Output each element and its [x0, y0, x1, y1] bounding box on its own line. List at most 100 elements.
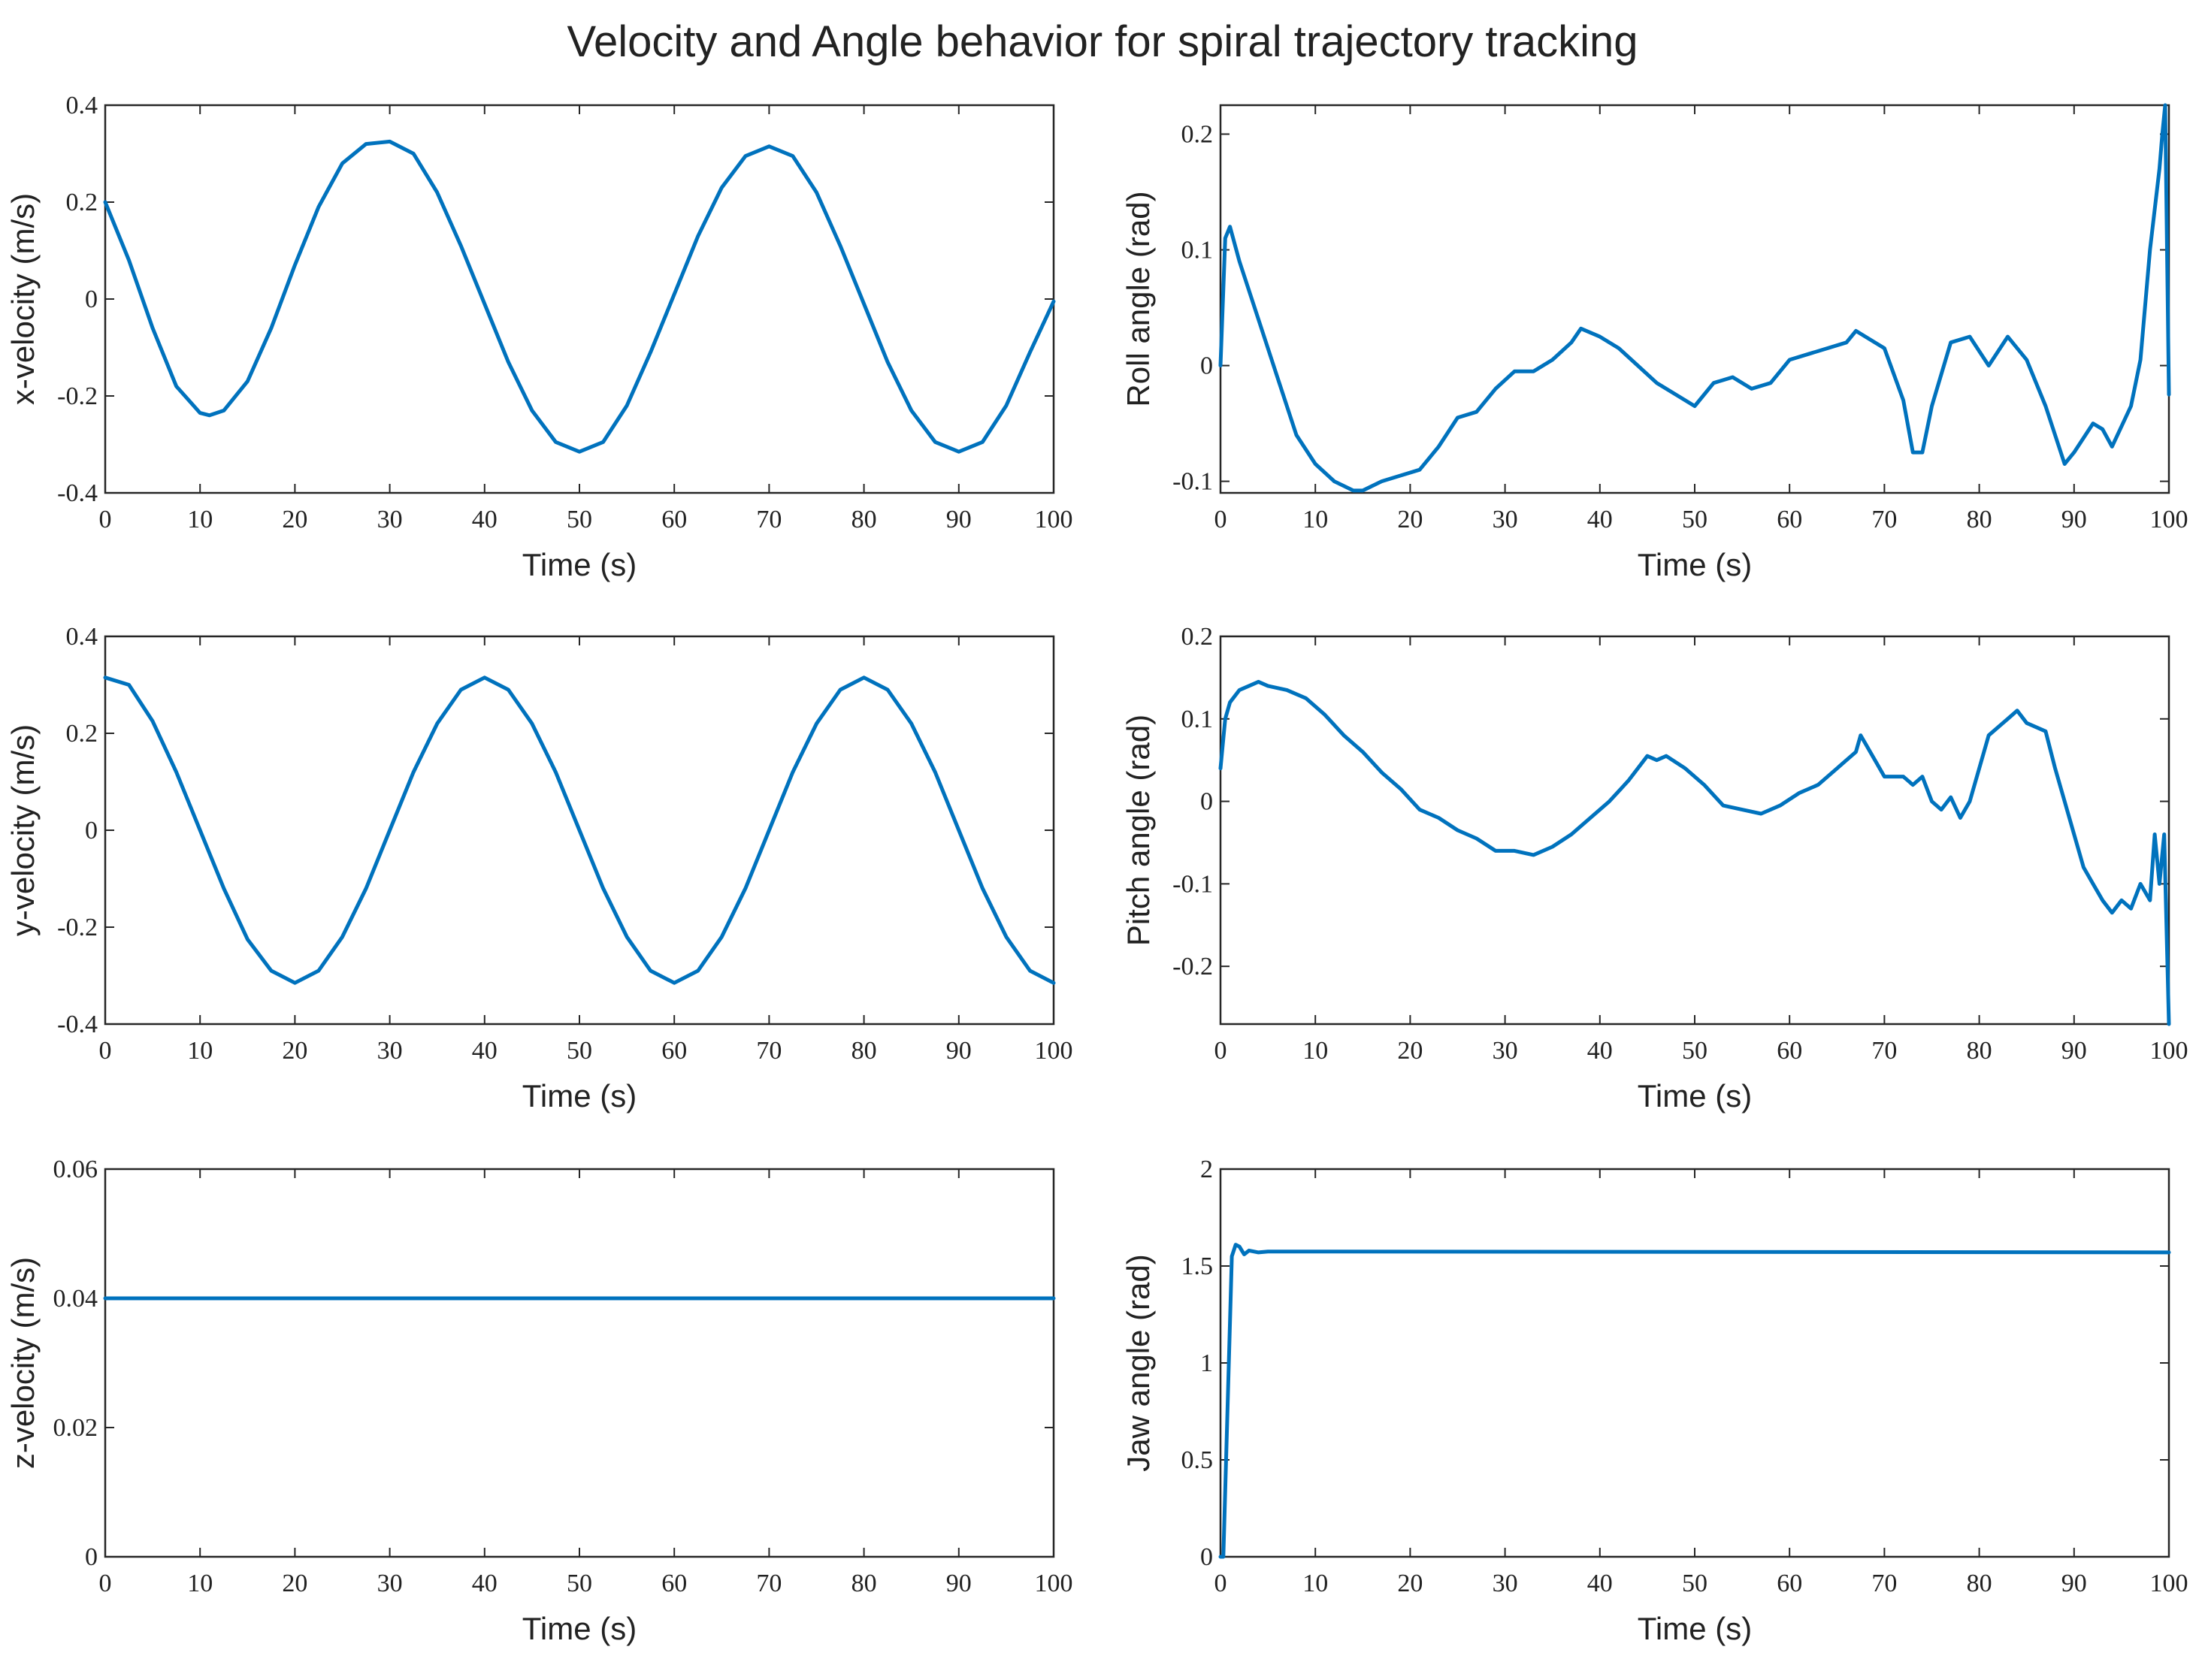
x-tick-label: 70	[756, 1037, 782, 1065]
x-tick-label: 10	[187, 1570, 213, 1597]
y-tick-label: -0.1	[1172, 468, 1213, 496]
x-tick-label: 60	[1777, 506, 1802, 533]
chart-zvel: 0 10 20 30 40 50 60 70 80 90 100 0 0.02 0.04 0.06 Time …	[5, 1156, 1073, 1646]
y-axis-label: Jaw angle (rad)	[1121, 1254, 1156, 1471]
x-tick-label: 70	[756, 506, 782, 533]
chart-yvel: 0 10 20 30 40 50 60 70 80 90 100 -0.4 -0.2 0 0.2 0.4 Tim…	[5, 623, 1073, 1113]
chart-pitch: 0 10 20 30 40 50 60 70 80 90 100 -0.2 -0.1 0 0.1 0.2 Tim…	[1121, 623, 2188, 1113]
y-tick-label: -0.2	[1172, 953, 1213, 981]
x-tick-label: 80	[851, 1037, 877, 1065]
x-tick-label: 100	[2150, 1037, 2188, 1065]
x-tick-label: 30	[1493, 506, 1518, 533]
x-tick-label: 20	[1397, 506, 1423, 533]
series-line-roll	[1218, 103, 2171, 493]
y-tick-label: 0	[1200, 788, 1213, 816]
x-tick-label: 60	[661, 506, 687, 533]
x-tick-label: 50	[1682, 1570, 1707, 1597]
y-tick-label: 1.5	[1181, 1252, 1214, 1280]
x-tick-label: 100	[2150, 506, 2188, 533]
x-tick-label: 0	[1214, 1037, 1227, 1065]
x-tick-label: 40	[1587, 1037, 1613, 1065]
y-tick-label: 1	[1200, 1349, 1213, 1377]
x-tick-label: 50	[567, 1037, 592, 1065]
y-tick-label: 0.06	[53, 1156, 98, 1183]
x-tick-label: 20	[1397, 1037, 1423, 1065]
x-tick-label: 90	[946, 1570, 972, 1597]
y-tick-label: 0	[85, 286, 98, 313]
series-line-yvel	[103, 675, 1056, 985]
figure-title: Velocity and Angle behavior for spiral t…	[567, 17, 1638, 66]
y-tick-label: -0.2	[57, 914, 98, 941]
x-tick-label: 50	[1682, 1037, 1707, 1065]
x-axis-label: Time (s)	[1638, 1078, 1752, 1113]
x-tick-label: 40	[472, 1037, 498, 1065]
x-tick-label: 60	[1777, 1570, 1802, 1597]
plot-frame	[104, 1168, 1055, 1558]
y-axis-label: x-velocity (m/s)	[5, 193, 41, 405]
x-tick-label: 80	[851, 506, 877, 533]
x-tick-label: 70	[1871, 1570, 1897, 1597]
plot-frame	[1219, 1168, 2170, 1558]
y-tick-label: 0.1	[1181, 237, 1214, 264]
y-tick-label: 0.2	[1181, 121, 1214, 149]
x-tick-label: 60	[1777, 1037, 1802, 1065]
x-tick-label: 30	[1493, 1570, 1518, 1597]
plot-frame	[1219, 635, 2170, 1026]
x-tick-label: 80	[1967, 506, 1992, 533]
x-tick-label: 70	[1871, 506, 1897, 533]
x-tick-label: 40	[1587, 506, 1613, 533]
x-tick-label: 10	[1302, 1570, 1328, 1597]
x-tick-label: 10	[1302, 506, 1328, 533]
y-tick-label: -0.1	[1172, 870, 1213, 898]
x-tick-label: 10	[187, 506, 213, 533]
y-tick-label: 0	[85, 817, 98, 845]
x-axis-label: Time (s)	[522, 1078, 637, 1113]
x-tick-label: 0	[1214, 506, 1227, 533]
y-tick-label: 0	[1200, 1543, 1213, 1571]
x-tick-label: 10	[187, 1037, 213, 1065]
x-tick-label: 0	[99, 1037, 112, 1065]
x-tick-label: 70	[756, 1570, 782, 1597]
x-tick-label: 50	[567, 1570, 592, 1597]
y-tick-label: -0.2	[57, 382, 98, 410]
x-tick-label: 20	[282, 506, 307, 533]
x-tick-label: 90	[2061, 506, 2087, 533]
y-tick-label: 0.2	[66, 720, 98, 748]
y-tick-label: 0.04	[53, 1285, 98, 1313]
x-tick-label: 0	[99, 1570, 112, 1597]
y-tick-label: 2	[1200, 1156, 1213, 1183]
x-tick-label: 0	[1214, 1570, 1227, 1597]
y-axis-label: Pitch angle (rad)	[1121, 715, 1156, 946]
y-tick-label: 0	[85, 1543, 98, 1571]
x-tick-label: 90	[946, 506, 972, 533]
y-axis-label: z-velocity (m/s)	[5, 1257, 41, 1469]
series-line-xvel	[103, 139, 1056, 454]
y-axis-label: Roll angle (rad)	[1121, 191, 1156, 406]
x-tick-label: 40	[472, 506, 498, 533]
x-tick-label: 90	[2061, 1570, 2087, 1597]
x-tick-label: 100	[1035, 1037, 1073, 1065]
x-axis-label: Time (s)	[522, 547, 637, 582]
x-tick-label: 50	[567, 506, 592, 533]
chart-jaw: 0 10 20 30 40 50 60 70 80 90 100 0 0.5 1 1.5 2 Time (s) J…	[1121, 1156, 2188, 1646]
x-tick-label: 20	[282, 1570, 307, 1597]
x-axis-label: Time (s)	[1638, 547, 1752, 582]
y-tick-label: 0.5	[1181, 1446, 1214, 1474]
x-tick-label: 20	[282, 1037, 307, 1065]
x-tick-label: 60	[661, 1037, 687, 1065]
y-tick-label: 0.2	[1181, 623, 1214, 651]
y-tick-label: -0.4	[57, 1011, 98, 1038]
x-tick-label: 40	[472, 1570, 498, 1597]
y-tick-label: -0.4	[57, 479, 98, 507]
series-line-jaw	[1218, 1243, 2171, 1559]
x-tick-label: 10	[1302, 1037, 1328, 1065]
x-tick-label: 70	[1871, 1037, 1897, 1065]
x-tick-label: 100	[1035, 1570, 1073, 1597]
x-tick-label: 30	[377, 1037, 403, 1065]
chart-xvel: 0 10 20 30 40 50 60 70 80 90 100 -0.4 -0.2 0 0.2 0.4 Tim…	[5, 92, 1073, 582]
x-tick-label: 80	[1967, 1037, 1992, 1065]
x-tick-label: 100	[1035, 506, 1073, 533]
y-tick-label: 0.1	[1181, 706, 1214, 733]
x-tick-label: 60	[661, 1570, 687, 1597]
